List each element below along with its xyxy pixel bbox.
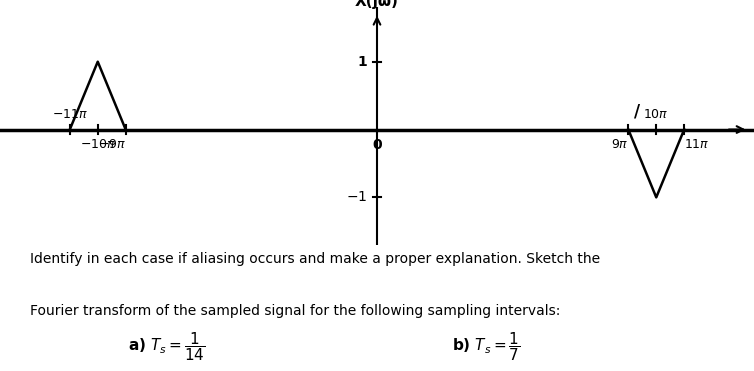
- Text: Identify in each case if aliasing occurs and make a proper explanation. Sketch t: Identify in each case if aliasing occurs…: [30, 252, 600, 266]
- Text: $\bf{a)}$ $T_s = \dfrac{1}{14}$: $\bf{a)}$ $T_s = \dfrac{1}{14}$: [128, 330, 206, 363]
- Text: $-10\pi$: $-10\pi$: [80, 138, 116, 151]
- Text: $11\pi$: $11\pi$: [684, 138, 710, 151]
- Text: $-11\pi$: $-11\pi$: [52, 108, 88, 121]
- Text: $-9\pi$: $-9\pi$: [97, 138, 126, 151]
- Text: /: /: [633, 103, 640, 121]
- Text: 1: 1: [357, 55, 367, 69]
- Text: 0: 0: [372, 138, 382, 152]
- Text: $-1$: $-1$: [346, 190, 367, 204]
- Text: $10\pi$: $10\pi$: [643, 108, 669, 121]
- Text: X(jω): X(jω): [355, 0, 399, 9]
- Text: $9\pi$: $9\pi$: [611, 138, 628, 151]
- Text: $\bf{\omega}$: $\bf{\omega}$: [752, 111, 754, 126]
- Text: $\bf{b)}$ $T_s = \dfrac{1}{7}$: $\bf{b)}$ $T_s = \dfrac{1}{7}$: [452, 330, 521, 363]
- Text: Fourier transform of the sampled signal for the following sampling intervals:: Fourier transform of the sampled signal …: [30, 304, 560, 318]
